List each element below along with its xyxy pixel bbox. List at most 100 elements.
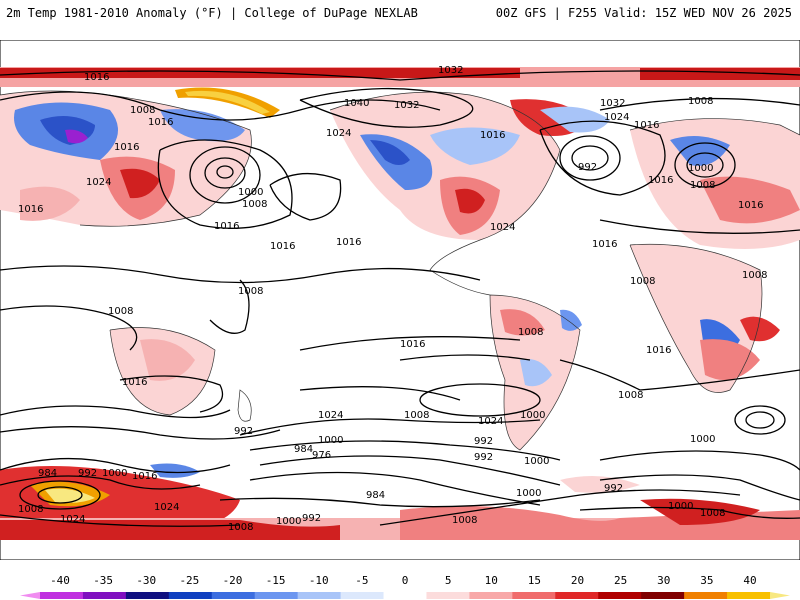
- isobar-label: 1000: [524, 456, 549, 467]
- colorbar-max-extend: [770, 592, 790, 599]
- isobar-label: 1008: [452, 515, 477, 526]
- colorbar-tick-label: -5: [355, 574, 368, 587]
- colorbar-segment: [555, 592, 599, 599]
- isobar-label: 1008: [228, 522, 253, 533]
- isobar-label: 1016: [84, 72, 109, 83]
- colorbar-tick-label: 0: [402, 574, 409, 587]
- isobar-label: 1016: [270, 241, 295, 252]
- isobar-label: 992: [302, 513, 321, 524]
- isobar-label: 992: [474, 436, 493, 447]
- colorbar-segment: [383, 592, 427, 599]
- colorbar-tick-label: 30: [657, 574, 670, 587]
- isobar-label: 1024: [478, 416, 503, 427]
- isobar-label: 1016: [592, 239, 617, 250]
- isobar-label: 1016: [648, 175, 673, 186]
- colorbar-segment: [426, 592, 470, 599]
- colorbar-ticks: -40 -35 -30 -25 -20 -15 -10 -5 0 5 10 15 20 25 30 35 40: [50, 574, 757, 587]
- isobar-label: 1000: [520, 410, 545, 421]
- isobar-lines: [0, 70, 800, 527]
- isobar-label: 1000: [276, 516, 301, 527]
- colorbar-tick-label: 10: [485, 574, 498, 587]
- colorbar-tick-label: 15: [528, 574, 541, 587]
- isobar-labels: 1016 1008 1016 1016 1024 1032 1040 1032 …: [18, 65, 767, 533]
- isobar-label: 1000: [238, 187, 263, 198]
- colorbar-tick-label: -35: [93, 574, 113, 587]
- isobar-label: 1024: [86, 177, 111, 188]
- isobar-label: 1008: [238, 286, 263, 297]
- temperature-anomaly-map: 1016 1008 1016 1016 1024 1032 1040 1032 …: [0, 40, 800, 560]
- isobar-label: 992: [578, 162, 597, 173]
- colorbar-tick-label: 20: [571, 574, 584, 587]
- isobar-label: 1000: [102, 468, 127, 479]
- isobar-label: 984: [294, 444, 313, 455]
- isobar-label: 1024: [318, 410, 343, 421]
- isobar-label: 1024: [604, 112, 629, 123]
- colorbar-bar: [20, 592, 790, 599]
- isobar-label: 1032: [438, 65, 463, 76]
- colorbar-tick-label: 40: [743, 574, 756, 587]
- colorbar-segment: [125, 592, 170, 599]
- isobar-label: 1008: [130, 105, 155, 116]
- colorbar-segment: [598, 592, 642, 599]
- isobar-label: 1016: [114, 142, 139, 153]
- isobar-label: 1000: [516, 488, 541, 499]
- colorbar-segment: [297, 592, 342, 599]
- isobar-label: 1016: [738, 200, 763, 211]
- isobar-label: 1016: [148, 117, 173, 128]
- isobar-label: 1016: [336, 237, 361, 248]
- isobar-label: 1008: [404, 410, 429, 421]
- isobar-label: 976: [312, 450, 331, 461]
- colorbar-tick-label: -20: [223, 574, 243, 587]
- isobar-label: 984: [366, 490, 385, 501]
- isobar-label: 984: [38, 468, 57, 479]
- isobar-label: 1008: [688, 96, 713, 107]
- isobar-label: 1008: [108, 306, 133, 317]
- isobar-label: 992: [474, 452, 493, 463]
- map-title: 2m Temp 1981-2010 Anomaly (°F) | College…: [6, 6, 418, 20]
- isobar-label: 1016: [400, 339, 425, 350]
- colorbar-segment: [82, 592, 127, 599]
- isobar-label: 1008: [618, 390, 643, 401]
- isobar-label: 1024: [60, 514, 85, 525]
- isobar-label: 1000: [318, 435, 343, 446]
- colorbar-segment: [469, 592, 513, 599]
- isobar-label: 1008: [700, 508, 725, 519]
- colorbar-segment: [340, 592, 385, 599]
- isobar-label: 1032: [394, 100, 419, 111]
- isobar-label: 1040: [344, 98, 369, 109]
- isobar-label: 1032: [600, 98, 625, 109]
- anomaly-shading: [0, 67, 800, 540]
- isobar-label: 1016: [214, 221, 239, 232]
- colorbar-tick-label: -40: [50, 574, 70, 587]
- colorbar-tick-label: 35: [700, 574, 713, 587]
- isobar-label: 1000: [688, 163, 713, 174]
- colorbar: -40 -35 -30 -25 -20 -15 -10 -5 0 5 10 15 20 25 30 35 40: [20, 574, 790, 599]
- isobar-label: 1008: [742, 270, 767, 281]
- colorbar-tick-label: 25: [614, 574, 627, 587]
- colorbar-tick-label: -10: [309, 574, 329, 587]
- isobar-label: 1000: [690, 434, 715, 445]
- colorbar-segment: [512, 592, 556, 599]
- isobar-label: 1024: [326, 128, 351, 139]
- colorbar-segment: [168, 592, 213, 599]
- colorbar-segment: [211, 592, 256, 599]
- isobar-label: 1024: [154, 502, 179, 513]
- isobar-label: 992: [78, 468, 97, 479]
- colorbar-segment: [254, 592, 299, 599]
- isobar-label: 1024: [490, 222, 515, 233]
- colorbar-segment: [727, 592, 771, 599]
- isobar-label: 1008: [690, 180, 715, 191]
- isobar-label: 1008: [518, 327, 543, 338]
- isobar-label: 992: [604, 483, 623, 494]
- isobar-label: 1016: [480, 130, 505, 141]
- colorbar-tick-label: -15: [266, 574, 286, 587]
- isobar-label: 1008: [18, 504, 43, 515]
- isobar-label: 1016: [122, 377, 147, 388]
- isobar-label: 1016: [646, 345, 671, 356]
- colorbar-tick-label: 5: [445, 574, 452, 587]
- colorbar-tick-label: -25: [179, 574, 199, 587]
- isobar-label: 992: [234, 426, 253, 437]
- colorbar-min-extend: [20, 592, 40, 599]
- colorbar-tick-label: -30: [136, 574, 156, 587]
- isobar-label: 1016: [634, 120, 659, 131]
